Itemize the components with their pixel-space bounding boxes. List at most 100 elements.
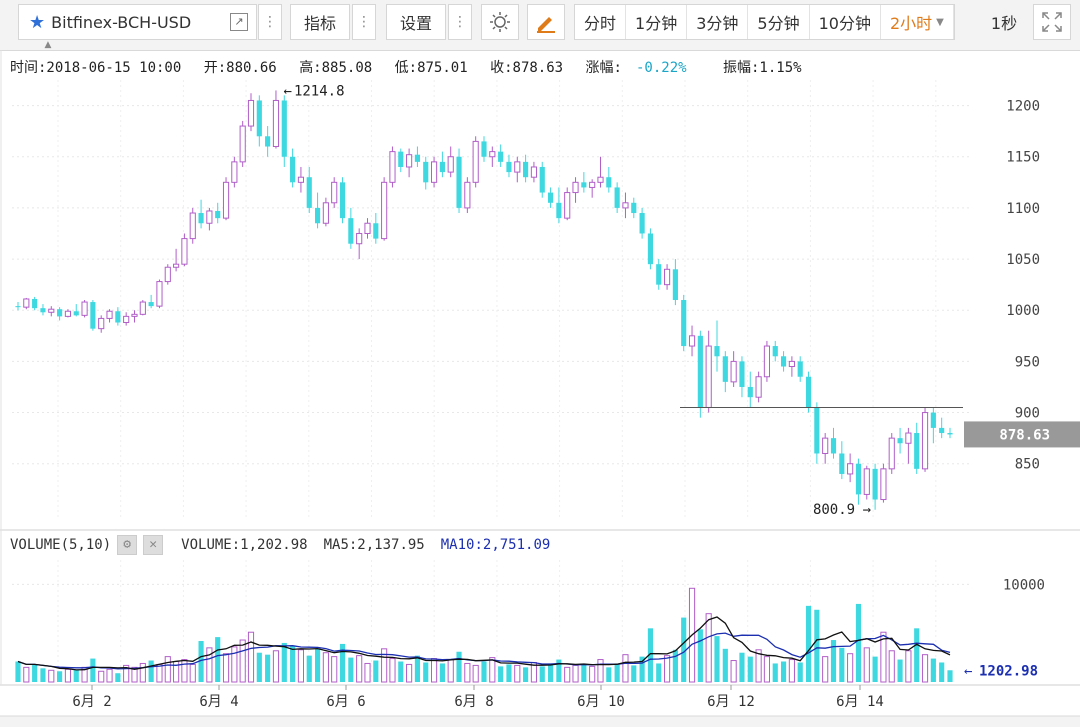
indicators-more-icon[interactable]: ⋮ — [352, 4, 376, 40]
time-tick-label: 6月 14 — [836, 694, 884, 710]
candle-body-up — [23, 298, 30, 308]
candle-body-down — [348, 218, 354, 244]
popout-icon[interactable]: ↗ — [230, 13, 248, 31]
volume-bar-up — [181, 659, 188, 683]
sun-icon — [490, 12, 510, 32]
symbol-selector[interactable]: ★ Bitfinex-BCH-USD ↗ — [18, 4, 257, 40]
ma10-value: MA10:2,751.09 — [440, 537, 551, 553]
candle-body-down — [40, 308, 46, 313]
symbol-more-icon[interactable]: ⋮ — [258, 4, 282, 40]
volume-bar-down — [32, 664, 38, 682]
volume-bar-down — [797, 662, 803, 682]
volume-bar-down — [697, 629, 703, 682]
refresh-interval-button[interactable]: 1秒 — [980, 4, 1028, 40]
candle-body-up — [331, 181, 338, 204]
candle-body-down — [814, 407, 820, 454]
info-change: 涨幅: -0.22% — [586, 60, 701, 76]
volume-bar-down — [506, 664, 512, 682]
time-tick-label: 6月 8 — [454, 694, 493, 710]
period-button[interactable]: 1分钟 — [626, 5, 688, 39]
bottom-toolbar-strip — [0, 716, 1080, 727]
volume-bar-up — [589, 665, 596, 683]
volume-bar-down — [373, 660, 379, 682]
candle-body-up — [322, 202, 329, 224]
candle-body-down — [805, 376, 812, 408]
volume-bar-up — [921, 654, 929, 683]
volume-current-arrow: ← — [964, 663, 972, 679]
candle-body-down — [547, 192, 554, 203]
candle-body-up — [272, 99, 280, 148]
candle-body-down — [772, 346, 778, 357]
volume-bar-up — [156, 663, 163, 683]
draw-tool-button[interactable] — [527, 4, 565, 40]
volume-settings-icon[interactable]: ⚙ — [117, 535, 138, 555]
candle-body-down — [681, 300, 687, 347]
fullscreen-button[interactable] — [1033, 4, 1071, 40]
top-toolbar: ★ Bitfinex-BCH-USD ↗ ▲ ⋮ 指标 ⋮ 设置 ⋮ 分时 1分钟… — [0, 0, 1080, 51]
candle-body-down — [414, 154, 421, 162]
candle-body-up — [564, 192, 571, 219]
volume-bar-up — [331, 656, 338, 683]
candle-body-up — [763, 345, 771, 378]
volume-bar-up — [48, 669, 55, 683]
volume-bar-down — [314, 648, 321, 682]
candle-body-down — [523, 161, 529, 178]
star-icon[interactable]: ★ — [29, 11, 46, 33]
settings-more-icon[interactable]: ⋮ — [448, 4, 472, 40]
volume-bar-up — [206, 647, 213, 683]
candle-body-up — [106, 310, 113, 319]
candle-body-down — [639, 213, 645, 234]
candle-body-down — [423, 161, 429, 183]
time-tick-label: 6月 4 — [199, 694, 238, 710]
candle-body-down — [506, 161, 512, 173]
volume-bar-up — [64, 668, 72, 683]
volume-bar-down — [930, 658, 936, 682]
period-button[interactable]: 分时 — [575, 5, 627, 39]
volume-bar-down — [15, 661, 21, 682]
theme-toggle-button[interactable] — [481, 4, 519, 40]
refresh-interval-label: 1秒 — [990, 14, 1018, 33]
candle-body-up — [81, 301, 88, 316]
volume-bar-down — [631, 665, 637, 682]
candle-body-down — [930, 412, 936, 428]
period-button[interactable]: 5分钟 — [748, 5, 810, 39]
period-button[interactable]: 10分钟 — [810, 5, 881, 39]
price-axis: 1200 1150 1100 1050 1000 950 900 850 878.63 — [964, 99, 1080, 473]
candle-body-down — [32, 298, 38, 309]
period-button[interactable]: 3分钟 — [687, 5, 749, 39]
time-tick-label: 6月 12 — [707, 694, 755, 710]
period-label: 5分钟 — [757, 14, 800, 33]
indicators-label: 指标 — [303, 14, 336, 33]
symbol-dropdown-arrow[interactable]: ▲ — [44, 40, 52, 50]
volume-close-icon[interactable]: ✕ — [143, 535, 164, 555]
candle-body-down — [439, 161, 445, 173]
period-button[interactable]: 2小时 ▼ — [881, 5, 954, 39]
volume-bar-down — [772, 663, 778, 682]
candle-body-down — [947, 433, 953, 435]
candle-body-down — [914, 433, 920, 469]
volume-bar-down — [256, 652, 262, 682]
candle-body-up — [297, 176, 305, 183]
info-close: 收:878.63 — [490, 60, 564, 76]
volume-bar-down — [947, 670, 953, 682]
time-tick-label: 6月 2 — [72, 694, 111, 710]
candle-body-down — [839, 453, 845, 474]
candle-body-up — [48, 308, 55, 313]
settings-button[interactable]: 设置 — [386, 4, 446, 40]
period-label: 1分钟 — [635, 14, 678, 33]
volume-bar-up — [622, 654, 629, 683]
indicators-button[interactable]: 指标 — [290, 4, 350, 40]
candle-body-up — [181, 238, 188, 265]
candle-body-down — [556, 202, 562, 219]
time-tick-label: 6月 6 — [326, 694, 365, 710]
period-label: 2小时 — [889, 14, 933, 33]
volume-bar-down — [681, 617, 687, 682]
price-tick-label: 1050 — [1006, 252, 1040, 268]
candle-body-down — [15, 306, 21, 308]
low-marker-arrow: → — [863, 502, 871, 518]
volume-bar-down — [656, 663, 662, 682]
candlestick-series — [15, 90, 953, 510]
volume-bar-down — [456, 651, 462, 682]
volume-bar-up — [530, 661, 538, 683]
